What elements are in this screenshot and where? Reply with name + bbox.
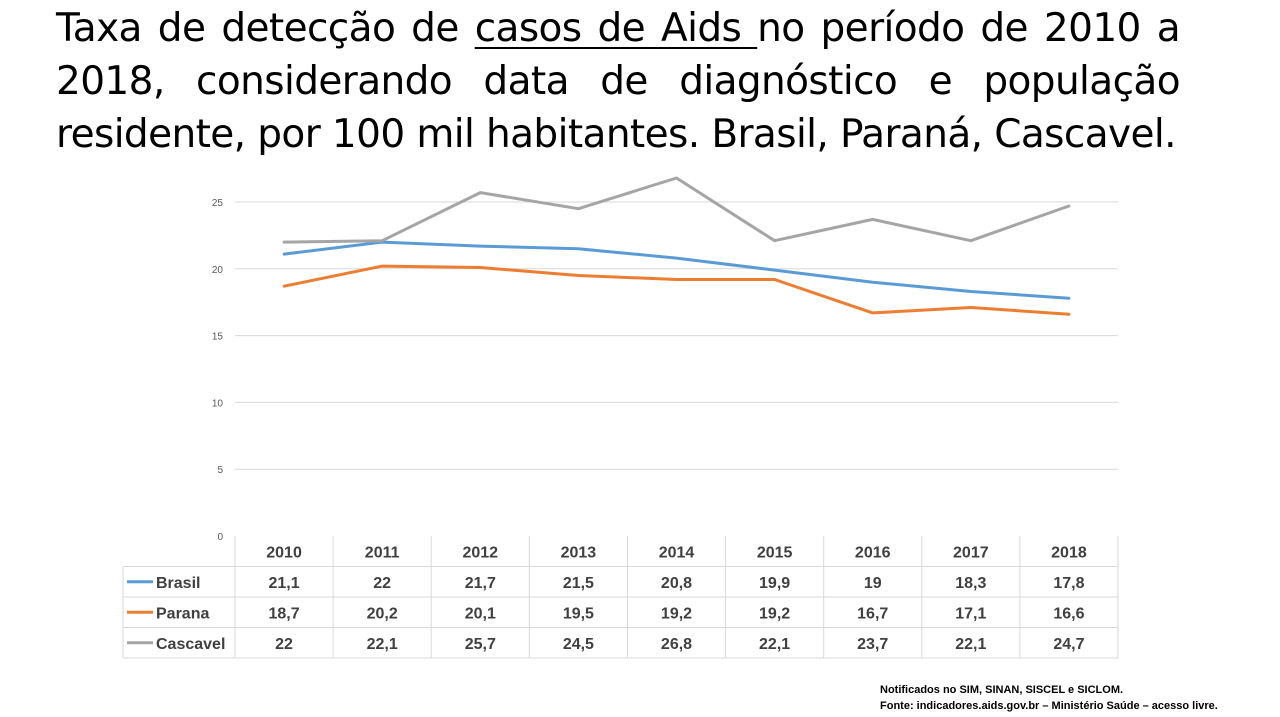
data-label: 25,7 <box>465 636 496 653</box>
data-label: 20,8 <box>661 575 692 592</box>
data-label: 22,1 <box>955 636 986 653</box>
series-line-parana <box>282 264 1071 316</box>
x-tick-label: 2010 <box>266 544 302 561</box>
data-label: 24,5 <box>563 636 594 653</box>
data-label: 19,9 <box>759 575 790 592</box>
x-tick-label: 2012 <box>462 544 498 561</box>
x-tick-label: 2013 <box>561 544 597 561</box>
x-tick-label: 2017 <box>953 544 989 561</box>
y-tick-label: 15 <box>212 332 224 343</box>
y-tick-label: 25 <box>212 198 224 209</box>
data-label: 19 <box>864 575 882 592</box>
y-tick-label: 5 <box>217 465 223 476</box>
x-tick-label: 2014 <box>659 544 695 561</box>
data-label: 17,8 <box>1053 575 1084 592</box>
data-label: 24,7 <box>1053 636 1084 653</box>
data-table: 2010 2011 2012 2013 2014 2015 2016 2017 2018 Bras… <box>122 536 1119 659</box>
data-label: 22 <box>275 636 293 653</box>
y-tick-label: 0 <box>217 532 223 543</box>
x-tick-label: 2016 <box>855 544 891 561</box>
gridlines <box>235 201 1118 470</box>
x-tick-label: 2011 <box>365 544 400 561</box>
data-label: 22 <box>373 575 391 592</box>
data-label: 20,2 <box>367 605 398 622</box>
data-label: 21,1 <box>268 575 299 592</box>
data-label: 20,1 <box>465 605 496 622</box>
data-label: 26,8 <box>661 636 692 653</box>
data-label: 21,7 <box>465 575 496 592</box>
legend-label: Cascavel <box>156 636 225 653</box>
y-axis-ticks: 0 5 10 15 20 25 <box>212 198 224 543</box>
x-tick-label: 2015 <box>757 544 793 561</box>
chart-title: Taxa de detecção de casos de Aids no per… <box>56 2 1181 161</box>
data-label: 17,1 <box>955 605 986 622</box>
data-label: 19,2 <box>661 605 692 622</box>
data-label: 16,6 <box>1053 605 1084 622</box>
title-part2: no período de 2010 a 2018, considerando … <box>56 6 1181 157</box>
data-label: 23,7 <box>857 636 888 653</box>
title-part1: Taxa de detecção de <box>56 6 475 51</box>
data-label: 19,5 <box>563 605 594 622</box>
footnote: Notificados no SIM, SINAN, SISCEL e SICL… <box>880 682 1218 714</box>
data-label: 22,1 <box>759 636 790 653</box>
data-label: 21,5 <box>563 575 594 592</box>
y-tick-label: 10 <box>212 398 224 409</box>
series-lines <box>282 176 1071 316</box>
data-label: 22,1 <box>367 636 398 653</box>
x-tick-label: 2018 <box>1051 544 1087 561</box>
footnote-line2: Fonte: indicadores.aids.gov.br – Ministé… <box>880 700 1218 712</box>
title-underlined: casos de Aids <box>474 6 758 51</box>
legend-label: Brasil <box>156 575 200 592</box>
data-label: 16,7 <box>857 605 888 622</box>
y-tick-label: 20 <box>212 265 224 276</box>
data-label: 19,2 <box>759 605 790 622</box>
data-label: 18,7 <box>268 605 299 622</box>
series-line-brasil <box>282 240 1071 300</box>
series-line-cascavel <box>282 176 1071 244</box>
footnote-line1: Notificados no SIM, SINAN, SISCEL e SICL… <box>880 684 1124 696</box>
data-label: 18,3 <box>955 575 986 592</box>
legend-label: Parana <box>156 605 209 622</box>
